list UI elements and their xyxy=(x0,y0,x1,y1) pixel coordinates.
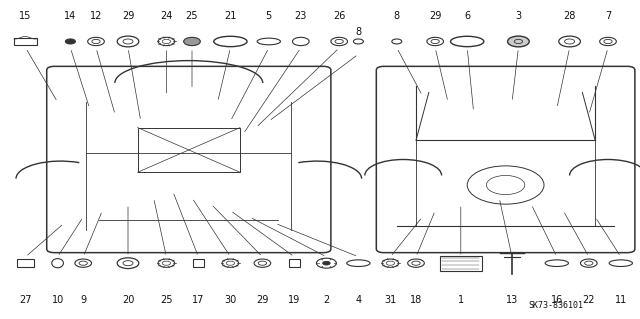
Text: 24: 24 xyxy=(160,11,173,21)
Text: 4: 4 xyxy=(355,295,362,305)
Text: 23: 23 xyxy=(294,11,307,21)
Bar xyxy=(289,259,300,267)
Text: 21: 21 xyxy=(224,11,237,21)
Text: 15: 15 xyxy=(19,11,32,21)
Text: 6: 6 xyxy=(464,11,470,21)
Bar xyxy=(17,259,34,267)
Text: 17: 17 xyxy=(192,295,205,305)
Text: 31: 31 xyxy=(384,295,397,305)
Text: 11: 11 xyxy=(614,295,627,305)
Text: 5: 5 xyxy=(266,11,272,21)
Text: 19: 19 xyxy=(288,295,301,305)
Text: 2: 2 xyxy=(323,295,330,305)
Text: 13: 13 xyxy=(506,295,518,305)
Text: 30: 30 xyxy=(224,295,237,305)
Circle shape xyxy=(184,37,200,46)
Text: 18: 18 xyxy=(410,295,422,305)
Bar xyxy=(14,38,37,45)
Text: 27: 27 xyxy=(19,295,32,305)
Text: 1: 1 xyxy=(458,295,464,305)
Circle shape xyxy=(508,36,529,47)
Text: 14: 14 xyxy=(64,11,77,21)
Text: 29: 29 xyxy=(429,11,442,21)
Text: 29: 29 xyxy=(122,11,134,21)
Bar xyxy=(138,128,240,172)
Text: 8: 8 xyxy=(394,11,400,21)
Text: 3: 3 xyxy=(515,11,522,21)
Circle shape xyxy=(65,39,76,44)
Bar xyxy=(193,259,204,267)
Bar xyxy=(440,256,481,271)
Text: 22: 22 xyxy=(582,295,595,305)
Text: 12: 12 xyxy=(90,11,102,21)
Text: 8: 8 xyxy=(355,27,362,37)
Text: 26: 26 xyxy=(333,11,346,21)
Text: 25: 25 xyxy=(160,295,173,305)
Text: 28: 28 xyxy=(563,11,576,21)
Text: 10: 10 xyxy=(51,295,64,305)
Text: SK73-836101: SK73-836101 xyxy=(528,301,583,310)
Text: 29: 29 xyxy=(256,295,269,305)
Circle shape xyxy=(323,261,330,265)
Text: 20: 20 xyxy=(122,295,134,305)
Text: 25: 25 xyxy=(186,11,198,21)
Text: 16: 16 xyxy=(550,295,563,305)
Text: 7: 7 xyxy=(605,11,611,21)
Text: 9: 9 xyxy=(80,295,86,305)
